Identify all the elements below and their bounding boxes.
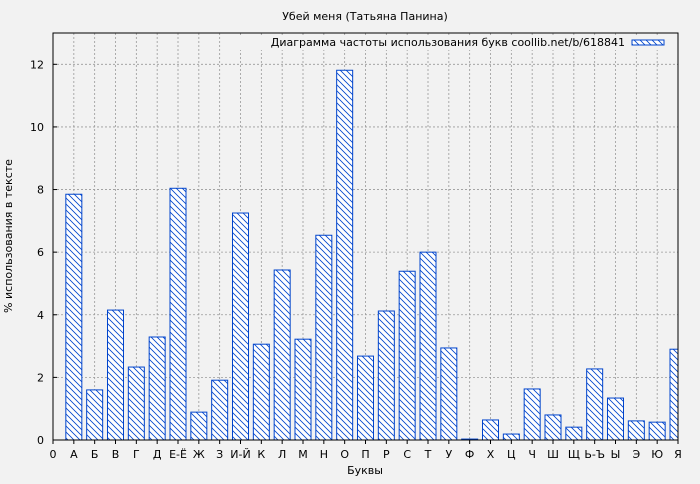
x-tick-label: З: [216, 448, 223, 461]
bar-Д: [148, 336, 166, 441]
x-tick-label: Ч: [528, 448, 536, 461]
x-tick-label: Ц: [507, 448, 516, 461]
bar-У: [440, 347, 458, 441]
x-tick-label: К: [257, 448, 265, 461]
y-tick-label: 6: [37, 246, 44, 259]
bar-Л: [273, 269, 291, 441]
bars: [65, 69, 679, 441]
x-tick-label: Л: [278, 448, 286, 461]
bar-Т: [419, 251, 437, 441]
bar-О: [336, 69, 354, 441]
x-axis-label: Буквы: [347, 464, 383, 477]
bar-В: [107, 309, 124, 441]
x-tick-label: Р: [383, 448, 390, 461]
y-tick-label: 12: [30, 58, 44, 71]
bar-М: [294, 338, 312, 441]
bar-Х: [482, 419, 499, 441]
bar-Н: [315, 234, 333, 441]
x-tick-label: С: [403, 448, 411, 461]
x-tick-label: Ш: [547, 448, 559, 461]
bar-К: [252, 343, 270, 441]
y-tick-label: 8: [37, 184, 44, 197]
x-tick-label: Г: [133, 448, 140, 461]
bar-А: [65, 193, 83, 441]
y-tick-label: 10: [30, 121, 44, 134]
x-tick-label: А: [70, 448, 78, 461]
chart-title: Убей меня (Татьяна Панина): [282, 10, 448, 23]
x-tick-label: Д: [153, 448, 162, 461]
bar-Щ: [565, 426, 583, 441]
y-axis-label: % использования в тексте: [2, 159, 15, 313]
x-tick-label: В: [112, 448, 120, 461]
bar-Е-Ё: [169, 187, 187, 441]
x-tick-label: Щ: [568, 448, 580, 461]
bar-Ь-Ъ: [586, 368, 604, 441]
legend: Диаграмма частоты использования букв coo…: [240, 36, 676, 50]
legend-swatch: [631, 39, 665, 46]
x-tick-label: Ж: [193, 448, 205, 461]
bar-Ц: [502, 433, 520, 441]
grid: [53, 33, 679, 440]
bar-С: [398, 270, 416, 441]
x-tick-label: М: [298, 448, 308, 461]
x-tick-label: Т: [424, 448, 432, 461]
bar-Ж: [190, 411, 208, 441]
x-tick-label: Ы: [611, 448, 621, 461]
legend-label: Диаграмма частоты использования букв coo…: [271, 36, 625, 49]
bar-Р: [377, 310, 395, 441]
bar-И-Й: [232, 212, 249, 441]
x-tick-label: Е-Ё: [169, 448, 187, 461]
x-tick-label: Н: [320, 448, 328, 461]
bar-З: [211, 379, 229, 441]
bar-Ю: [648, 421, 666, 441]
bar-Я: [669, 348, 679, 441]
y-tick-label: 4: [37, 309, 44, 322]
x-tick-label: П: [361, 448, 369, 461]
x-tick-label: Ь-Ъ: [584, 448, 605, 461]
y-tick-label: 0: [37, 434, 44, 447]
x-tick-label: И-Й: [230, 448, 250, 461]
x-tick-label: Х: [487, 448, 495, 461]
bar-Г: [127, 366, 145, 441]
x-tick-label: Ю: [651, 448, 663, 461]
bar-Ш: [544, 414, 562, 441]
x-tick-label: Б: [91, 448, 99, 461]
bar-Ы: [607, 397, 624, 441]
x-tick-label-origin: 0: [50, 448, 57, 461]
y-tick-label: 2: [37, 371, 44, 384]
bar-Б: [86, 389, 104, 441]
bar-Ч: [523, 388, 541, 441]
bar-П: [357, 355, 374, 441]
x-tick-label: О: [340, 448, 349, 461]
x-tick-label: Э: [632, 448, 640, 461]
x-tick-label: Ф: [465, 448, 474, 461]
bar-Э: [627, 420, 645, 441]
x-tick-label: У: [445, 448, 452, 461]
x-tick-label: Я: [674, 448, 682, 461]
